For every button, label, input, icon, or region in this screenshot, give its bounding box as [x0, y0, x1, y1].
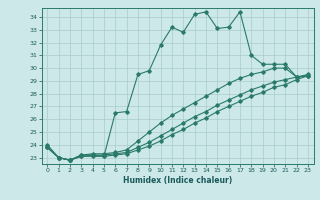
X-axis label: Humidex (Indice chaleur): Humidex (Indice chaleur)	[123, 176, 232, 185]
